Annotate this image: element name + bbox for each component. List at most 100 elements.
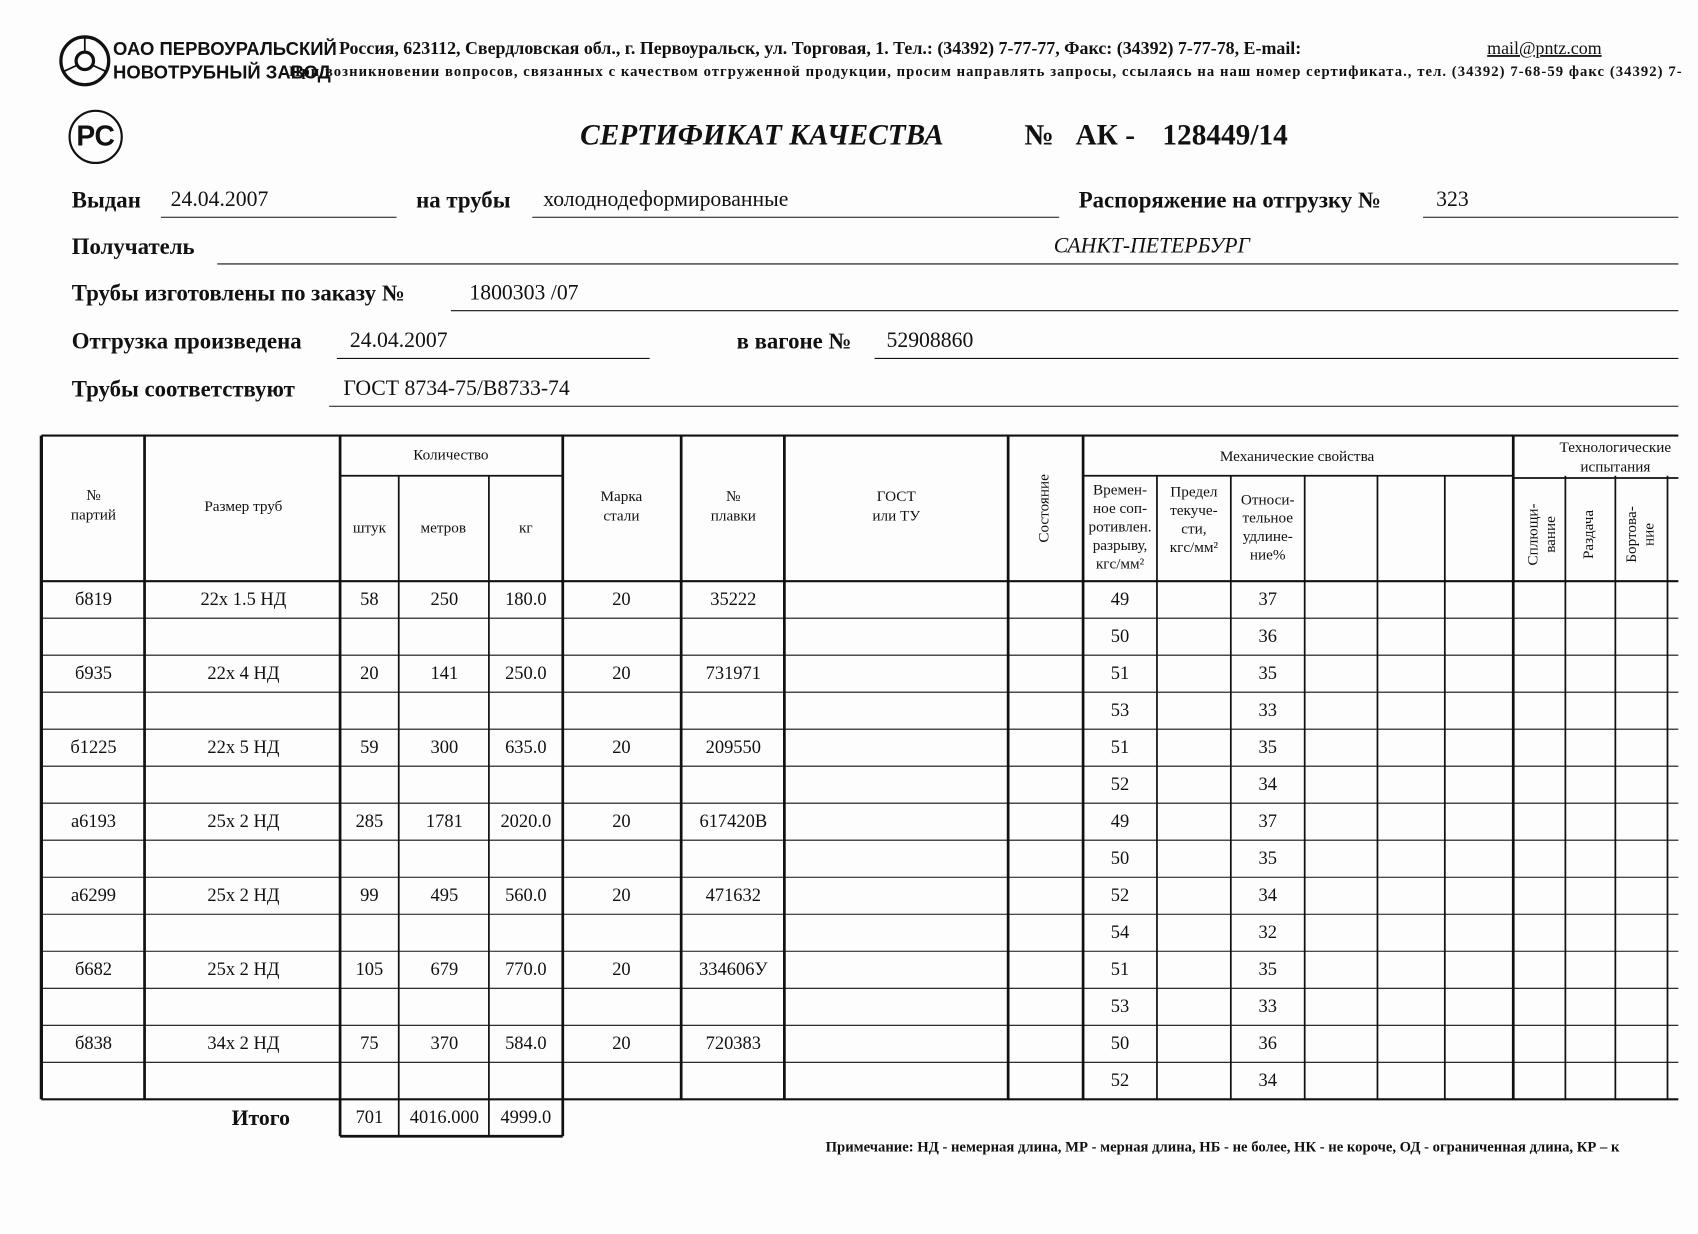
- field-value: 52908860: [886, 328, 973, 352]
- column-header: Относи-: [1241, 491, 1295, 508]
- column-header: вание: [1542, 516, 1559, 553]
- cell-kg: 560.0: [505, 885, 547, 905]
- cell-pieces: 75: [360, 1033, 378, 1053]
- title-number-sign: №: [1024, 120, 1053, 152]
- cell-elongation: 37: [1259, 589, 1277, 609]
- column-header: Состояние: [1036, 474, 1053, 543]
- cell-strength: 51: [1111, 663, 1129, 683]
- column-header: Сплющи-: [1524, 503, 1541, 565]
- field-value: ГОСТ 8734-75/В8733-74: [343, 376, 570, 400]
- field-value: холоднодеформированные: [543, 187, 788, 211]
- field-value: 24.04.2007: [350, 328, 448, 352]
- cell-size: 34х 2 НД: [207, 1033, 279, 1053]
- column-header: кгс/мм²: [1096, 555, 1145, 572]
- cell-strength: 52: [1111, 885, 1129, 905]
- title: СЕРТИФИКАТ КАЧЕСТВА: [580, 120, 944, 152]
- total-kg: 4999.0: [500, 1107, 551, 1127]
- column-header: Времен-: [1093, 481, 1147, 498]
- column-header: плавки: [711, 508, 756, 525]
- note: Примечание: НД - немерная длина, МР - ме…: [826, 1140, 1620, 1156]
- certification-logo: РС: [68, 109, 123, 165]
- cell-kg: 180.0: [505, 589, 547, 609]
- cell-steel: 20: [612, 885, 630, 905]
- cell-elongation: 35: [1259, 737, 1277, 757]
- cell-size: 25х 2 НД: [207, 811, 279, 831]
- cell-elongation: 34: [1259, 1070, 1277, 1090]
- column-header: стали: [603, 508, 639, 525]
- field-label: на трубы: [416, 187, 511, 212]
- column-header: Технологические: [1560, 439, 1672, 456]
- cell-heat: 35222: [710, 589, 756, 609]
- cell-batch: б1225: [70, 737, 116, 757]
- cell-strength: 53: [1111, 996, 1129, 1016]
- cell-batch: а6299: [71, 885, 116, 905]
- cell-meters: 1781: [426, 811, 463, 831]
- cell-elongation: 37: [1259, 811, 1277, 831]
- cell-strength: 53: [1111, 700, 1129, 720]
- cell-steel: 20: [612, 959, 630, 979]
- cell-steel: 20: [612, 811, 630, 831]
- svg-text:РС: РС: [76, 119, 115, 151]
- total-meters: 4016.000: [410, 1107, 479, 1127]
- field-value: 323: [1436, 187, 1469, 211]
- cell-batch: а6193: [71, 811, 116, 831]
- cell-kg: 250.0: [505, 663, 547, 683]
- cell-kg: 584.0: [505, 1033, 547, 1053]
- column-header: №: [86, 487, 101, 504]
- cell-elongation: 36: [1259, 626, 1277, 646]
- cell-elongation: 35: [1259, 663, 1277, 683]
- cell-steel: 20: [612, 737, 630, 757]
- column-header: №: [726, 488, 740, 505]
- column-header: текуче-: [1170, 502, 1218, 519]
- fields: Выдан 24.04.2007 на трубы холоднодеформиров…: [72, 187, 1679, 407]
- column-header: Марка: [601, 488, 643, 505]
- field-label: Трубы соответствуют: [72, 376, 295, 401]
- cell-elongation: 34: [1259, 774, 1277, 794]
- cell-pieces: 99: [360, 885, 378, 905]
- column-header: ние%: [1250, 547, 1286, 564]
- cell-strength: 51: [1111, 737, 1129, 757]
- column-header: сти,: [1181, 521, 1206, 538]
- column-header: Раздача: [1580, 510, 1597, 559]
- field-label: Получатель: [72, 234, 195, 259]
- total-label: Итого: [232, 1106, 290, 1130]
- column-header: Предел: [1170, 484, 1218, 501]
- column-header: Размер труб: [204, 498, 282, 515]
- cell-pieces: 105: [356, 959, 384, 979]
- notice: При возникновении вопросов, связанных с …: [289, 64, 1682, 80]
- cell-steel: 20: [612, 1033, 630, 1053]
- field-label: Отгрузка произведена: [72, 328, 303, 353]
- field-label: Распоряжение на отгрузку №: [1079, 187, 1381, 212]
- address: Россия, 623112, Свердловская обл., г. Пе…: [339, 38, 1301, 59]
- cell-meters: 300: [431, 737, 459, 757]
- cell-elongation: 36: [1259, 1033, 1277, 1053]
- column-header: штук: [353, 519, 387, 536]
- cell-pieces: 285: [356, 811, 384, 831]
- column-header: испытания: [1580, 459, 1650, 476]
- column-header: ние: [1641, 523, 1658, 546]
- cell-elongation: 35: [1259, 848, 1277, 868]
- cell-pieces: 58: [360, 589, 378, 609]
- cell-elongation: 34: [1259, 885, 1277, 905]
- email[interactable]: mail@pntz.com: [1487, 38, 1602, 58]
- cell-elongation: 35: [1259, 959, 1277, 979]
- cell-pieces: 59: [360, 737, 378, 757]
- cell-batch: б838: [75, 1033, 112, 1053]
- field-label: в вагоне №: [737, 328, 852, 353]
- column-header: метров: [421, 519, 467, 536]
- column-header: Количество: [413, 447, 489, 464]
- table: № партий Размер труб Количество штук метров кг…: [39, 434, 1679, 1138]
- column-header: или ТУ: [872, 508, 920, 525]
- cell-pieces: 20: [360, 663, 378, 683]
- cell-batch: б819: [75, 589, 112, 609]
- cell-meters: 141: [431, 663, 459, 683]
- cell-size: 25х 2 НД: [207, 959, 279, 979]
- cell-heat: 334606У: [699, 959, 768, 979]
- field-value: 1800303 /07: [469, 280, 578, 304]
- cell-elongation: 33: [1259, 700, 1277, 720]
- company-name: ОАО ПЕРВОУРАЛЬСКИЙ: [113, 38, 337, 59]
- cell-heat: 209550: [706, 737, 761, 757]
- field-label: Выдан: [72, 187, 141, 212]
